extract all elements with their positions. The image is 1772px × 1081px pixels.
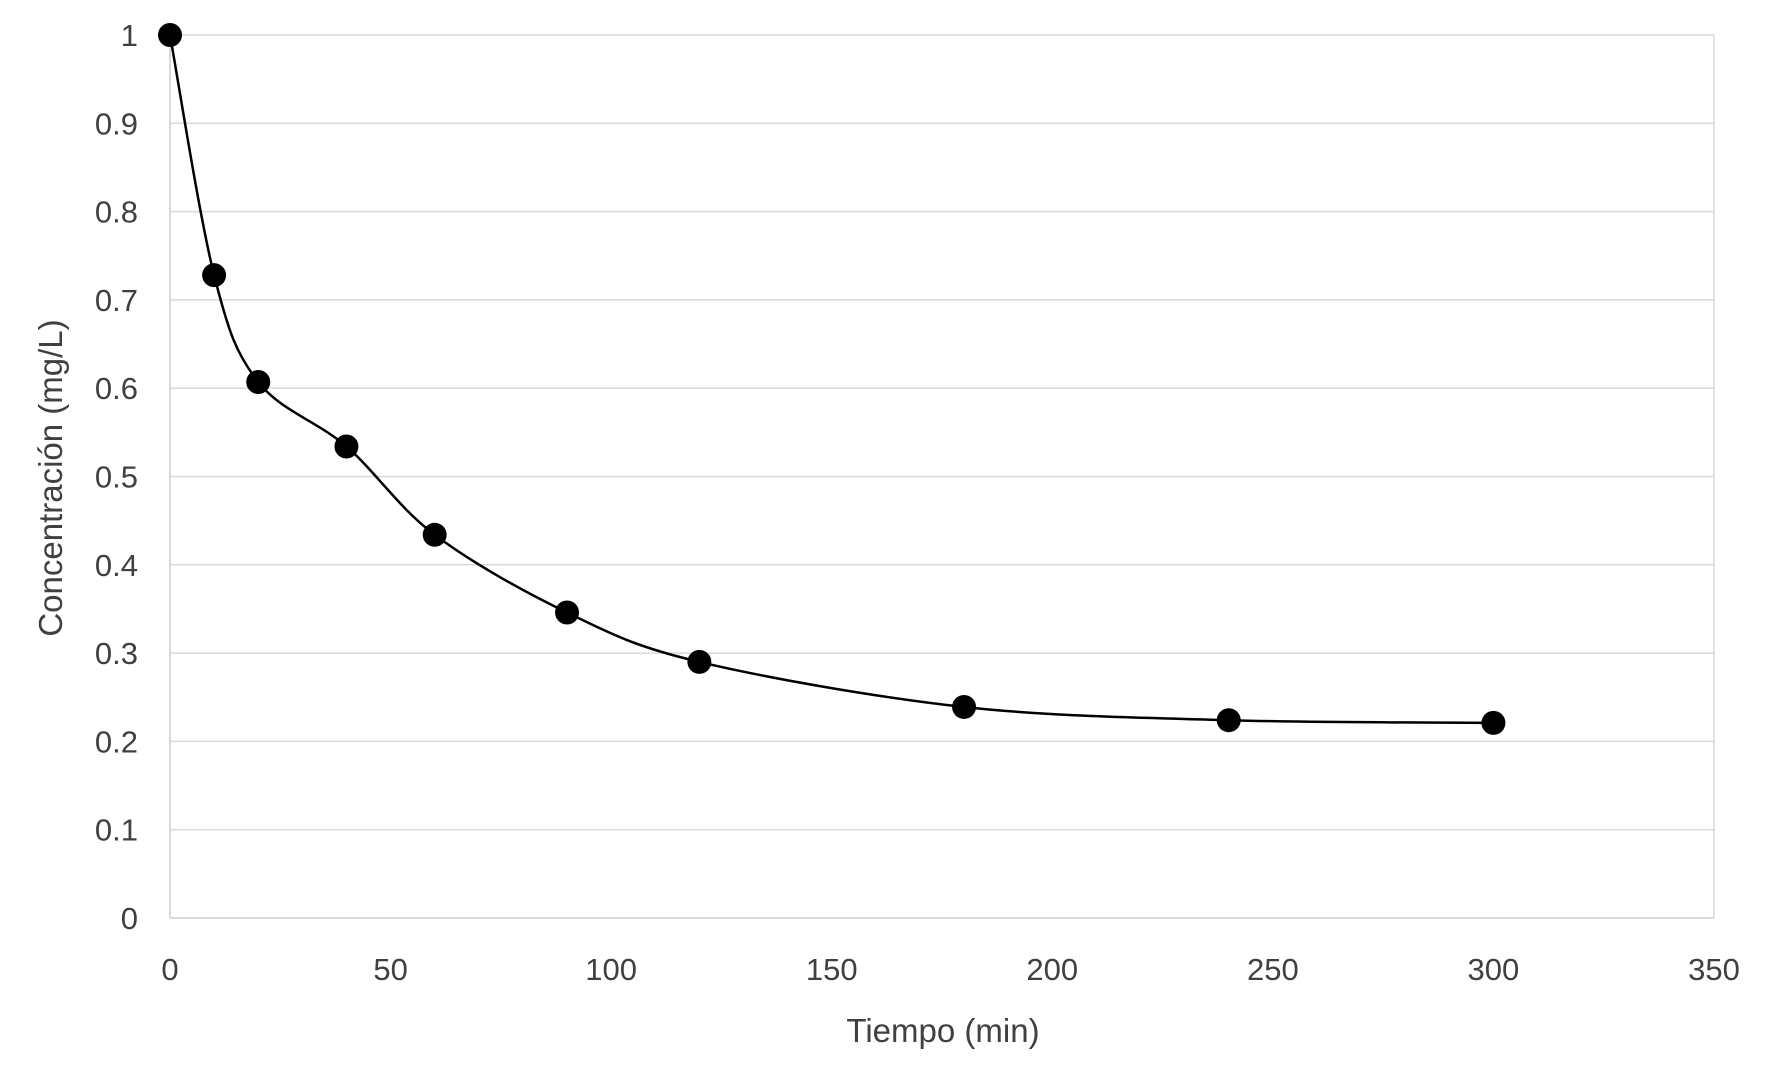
series-line [168, 34, 1494, 725]
y-tick-label: 0.1 [95, 813, 138, 848]
data-point [202, 263, 227, 288]
y-tick-label: 0.4 [95, 548, 138, 583]
data-point [334, 434, 359, 459]
y-tick-label: 0.7 [95, 283, 138, 318]
data-point [422, 522, 447, 547]
y-tick-label: 0.6 [95, 371, 138, 406]
y-tick-label: 1 [121, 18, 138, 53]
axes [169, 35, 1715, 919]
x-axis-title: Tiempo (min) [846, 1012, 1039, 1049]
x-tick-label: 200 [1026, 952, 1078, 987]
data-point [687, 649, 712, 674]
data-point [1216, 708, 1241, 733]
y-tick-label: 0.3 [95, 636, 138, 671]
y-tick-label: 0.9 [95, 106, 138, 141]
data-point [555, 600, 580, 625]
x-tick-label: 100 [585, 952, 637, 987]
data-point [246, 370, 271, 395]
gridlines [170, 34, 1714, 831]
y-tick-label: 0.5 [95, 460, 138, 495]
y-tick-label: 0.2 [95, 724, 138, 759]
data-points [158, 23, 1506, 735]
y-tick-label: 0 [121, 901, 138, 936]
x-tick-label: 300 [1468, 952, 1520, 987]
y-tick-label: 0.8 [95, 195, 138, 230]
series-line-group [168, 34, 1494, 725]
x-tick-label: 50 [373, 952, 407, 987]
data-point [1481, 710, 1506, 735]
x-tick-label: 250 [1247, 952, 1299, 987]
x-tick-labels: 0 50 100 150 200 250 300 350 [161, 952, 1739, 987]
x-tick-label: 350 [1688, 952, 1740, 987]
y-tick-labels: 0 0.1 0.2 0.3 0.4 0.5 0.6 0.7 0.8 0.9 1 [95, 18, 138, 936]
data-point [952, 694, 977, 719]
y-axis-title: Concentración (mg/L) [32, 319, 69, 636]
x-tick-label: 150 [806, 952, 858, 987]
data-point [158, 23, 182, 47]
x-tick-label: 0 [161, 952, 178, 987]
